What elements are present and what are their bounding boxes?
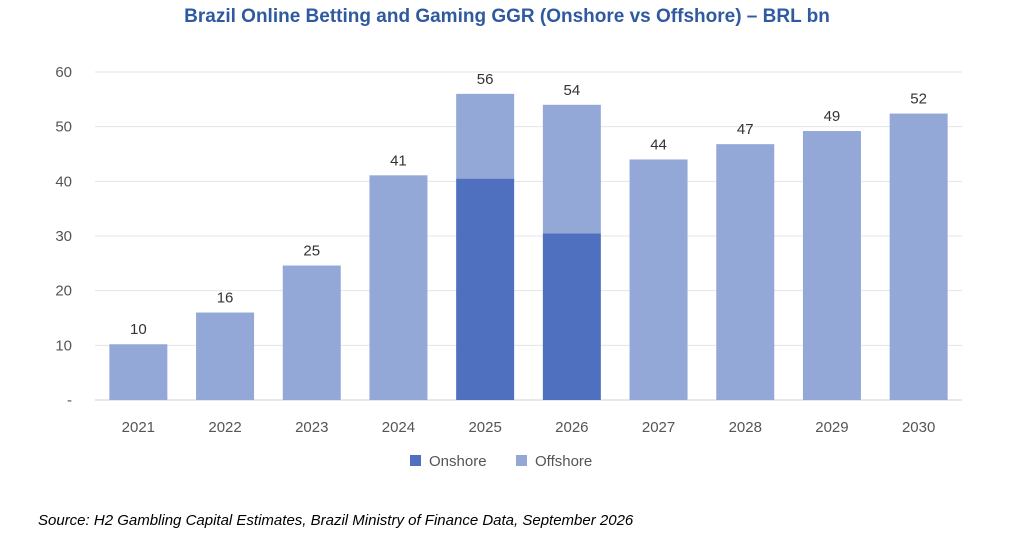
legend-label-onshore: Onshore (429, 453, 487, 470)
bar-offshore-2029 (802, 131, 861, 401)
y-tick-label: 10 (55, 337, 72, 354)
y-axis: - 10 20 30 40 50 60 (55, 64, 72, 409)
x-tick-label-2028: 2028 (729, 419, 762, 436)
x-tick-label-2026: 2026 (555, 419, 588, 436)
bar-offshore-2025 (456, 93, 515, 179)
data-label-2024: 41 (390, 152, 407, 169)
legend-label-offshore: Offshore (535, 453, 592, 470)
data-label-2026: 54 (564, 82, 581, 99)
data-label-2030: 52 (910, 91, 927, 108)
y-tick-label: 60 (55, 64, 72, 81)
y-tick-label: 40 (55, 173, 72, 190)
bar-onshore-2026 (542, 233, 601, 400)
bar-offshore-2027 (629, 159, 688, 400)
bar-onshore-2025 (456, 178, 515, 400)
data-labels: 10 16 25 41 56 54 44 47 49 52 (130, 71, 927, 338)
x-tick-label-2022: 2022 (208, 419, 241, 436)
legend: Onshore Offshore (410, 453, 592, 470)
legend-swatch-offshore (516, 455, 527, 466)
data-label-2021: 10 (130, 321, 147, 338)
x-tick-label-2024: 2024 (382, 419, 415, 436)
x-tick-label-2029: 2029 (815, 419, 848, 436)
y-tick-label: 20 (55, 283, 72, 300)
data-label-2027: 44 (650, 136, 667, 153)
data-label-2022: 16 (217, 290, 234, 307)
bar-offshore-2022 (196, 312, 255, 400)
x-tick-label-2027: 2027 (642, 419, 675, 436)
bar-offshore-2026 (542, 104, 601, 234)
bars (109, 93, 948, 401)
y-tick-label: - (67, 392, 72, 409)
x-tick-label-2030: 2030 (902, 419, 935, 436)
data-label-2025: 56 (477, 71, 494, 88)
bar-offshore-2021 (109, 344, 168, 400)
y-tick-label: 50 (55, 119, 72, 136)
x-tick-label-2021: 2021 (122, 419, 155, 436)
bar-offshore-2030 (889, 113, 948, 401)
x-tick-label-2025: 2025 (468, 419, 501, 436)
x-axis: 2021 2022 2023 2024 2025 2026 2027 2028 2029 2030 (122, 419, 936, 436)
data-label-2028: 47 (737, 121, 754, 138)
source-note: Source: H2 Gambling Capital Estimates, B… (38, 512, 634, 529)
legend-swatch-onshore (410, 455, 421, 466)
data-label-2029: 49 (824, 108, 841, 125)
bar-offshore-2023 (282, 265, 341, 400)
data-label-2023: 25 (303, 243, 320, 260)
bar-offshore-2024 (369, 175, 428, 400)
chart-title: Brazil Online Betting and Gaming GGR (On… (184, 6, 830, 27)
y-tick-label: 30 (55, 228, 72, 245)
bar-offshore-2028 (716, 144, 775, 400)
x-tick-label-2023: 2023 (295, 419, 328, 436)
